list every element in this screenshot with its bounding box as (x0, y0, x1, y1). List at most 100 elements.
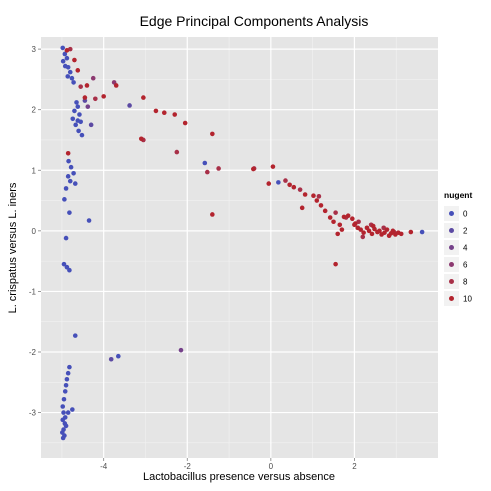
x-tick-label: 0 (269, 462, 274, 471)
data-point-nugent-10 (382, 230, 387, 235)
data-point-nugent-10 (72, 57, 77, 63)
data-point-nugent-10 (384, 227, 390, 232)
data-point-nugent-6 (90, 75, 96, 81)
data-point-nugent-10 (350, 216, 355, 222)
legend-marker (449, 296, 454, 301)
data-point-nugent-0 (61, 410, 66, 415)
data-point-nugent-0 (67, 267, 72, 273)
x-tick-label: -2 (184, 462, 192, 471)
data-point-nugent-4 (85, 104, 91, 109)
data-point-nugent-10 (302, 192, 308, 197)
legend-label: 2 (463, 227, 468, 236)
legend-marker (449, 245, 454, 250)
data-point-nugent-8 (216, 166, 221, 171)
data-point-nugent-0 (72, 333, 78, 338)
data-point-nugent-0 (66, 158, 71, 164)
data-point-nugent-0 (276, 180, 281, 185)
legend-marker (449, 228, 454, 233)
legend-label: 6 (463, 261, 468, 270)
data-point-nugent-10 (314, 198, 320, 203)
data-point-nugent-0 (64, 55, 70, 61)
data-point-nugent-10 (322, 208, 328, 214)
data-point-nugent-0 (116, 353, 121, 359)
data-point-nugent-0 (65, 174, 71, 179)
legend-label: 0 (463, 210, 468, 219)
data-point-nugent-0 (72, 181, 78, 186)
y-axis-ticks: -3 -2 -1 0 1 2 3 (29, 45, 41, 418)
data-point-nugent-0 (62, 389, 68, 394)
data-point-nugent-0 (74, 100, 79, 105)
data-point-nugent-10 (331, 219, 336, 225)
data-point-nugent-10 (352, 222, 357, 228)
x-tick-label: 2 (352, 462, 357, 471)
data-point-nugent-0 (72, 108, 77, 114)
data-point-nugent-0 (65, 64, 71, 70)
data-point-nugent-0 (63, 383, 69, 388)
data-point-nugent-10 (113, 83, 119, 88)
data-point-nugent-10 (287, 182, 292, 188)
data-point-nugent-10 (366, 228, 372, 234)
data-point-nugent-0 (75, 104, 81, 109)
y-tick-label: 1 (32, 166, 37, 175)
data-point-nugent-0 (61, 261, 67, 267)
data-point-nugent-10 (82, 95, 88, 100)
chart-title: Edge Principal Components Analysis (140, 13, 369, 29)
data-point-nugent-0 (77, 112, 82, 117)
data-point-nugent-0 (62, 197, 67, 202)
data-points (60, 45, 425, 441)
x-axis-ticks: -4 -2 0 2 (100, 458, 357, 471)
data-point-nugent-10 (266, 181, 272, 186)
data-point-nugent-10 (333, 261, 338, 267)
legend: nugent 0 2 4 6 8 10 (444, 190, 472, 306)
data-point-nugent-10 (345, 213, 351, 218)
data-point-nugent-10 (153, 108, 159, 114)
data-point-nugent-0 (73, 122, 78, 128)
data-point-nugent-10 (291, 184, 297, 190)
data-point-nugent-0 (62, 51, 68, 57)
y-tick-label: 0 (32, 227, 37, 236)
y-axis-title: L. crispatus versus L. iners (7, 182, 19, 313)
data-point-nugent-0 (67, 178, 73, 184)
data-point-nugent-10 (210, 212, 215, 217)
data-point-nugent-2 (108, 356, 114, 362)
data-point-nugent-10 (161, 110, 167, 116)
data-point-nugent-10 (210, 131, 215, 137)
plot-panel (41, 37, 438, 458)
data-point-nugent-0 (68, 164, 74, 170)
data-point-nugent-0 (65, 370, 71, 376)
data-point-nugent-0 (76, 128, 81, 134)
data-point-nugent-10 (318, 203, 324, 208)
major-gridlines (41, 37, 438, 458)
data-point-nugent-10 (337, 222, 343, 228)
data-point-nugent-8 (78, 84, 83, 89)
data-point-nugent-0 (64, 376, 70, 382)
legend-label: 10 (463, 295, 472, 304)
data-point-nugent-10 (335, 231, 341, 237)
data-point-nugent-0 (202, 160, 208, 166)
data-point-nugent-10 (270, 164, 276, 169)
data-point-nugent-0 (67, 210, 72, 215)
data-point-nugent-10 (327, 215, 333, 220)
data-point-nugent-0 (63, 235, 69, 241)
data-point-nugent-0 (64, 264, 70, 270)
data-point-nugent-8 (360, 234, 366, 240)
data-point-nugent-0 (63, 186, 69, 191)
data-point-nugent-10 (299, 205, 305, 211)
data-point-nugent-10 (358, 227, 363, 232)
data-point-nugent-0 (60, 45, 66, 51)
data-point-nugent-0 (79, 132, 85, 138)
legend-label: 8 (463, 278, 468, 287)
data-point-nugent-8 (333, 210, 338, 215)
x-axis-title: Lactobacillus presence versus absence (143, 471, 335, 483)
data-point-nugent-0 (60, 417, 66, 423)
data-point-nugent-0 (65, 410, 71, 415)
y-tick-label: 3 (32, 45, 37, 54)
data-point-nugent-8 (283, 178, 288, 183)
legend-marker (449, 262, 454, 267)
data-point-nugent-10 (250, 166, 256, 172)
minor-gridlines (41, 37, 438, 458)
data-point-nugent-10 (398, 231, 404, 237)
data-point-nugent-0 (86, 218, 92, 223)
data-point-nugent-10 (408, 229, 414, 235)
data-point-nugent-0 (65, 74, 71, 79)
